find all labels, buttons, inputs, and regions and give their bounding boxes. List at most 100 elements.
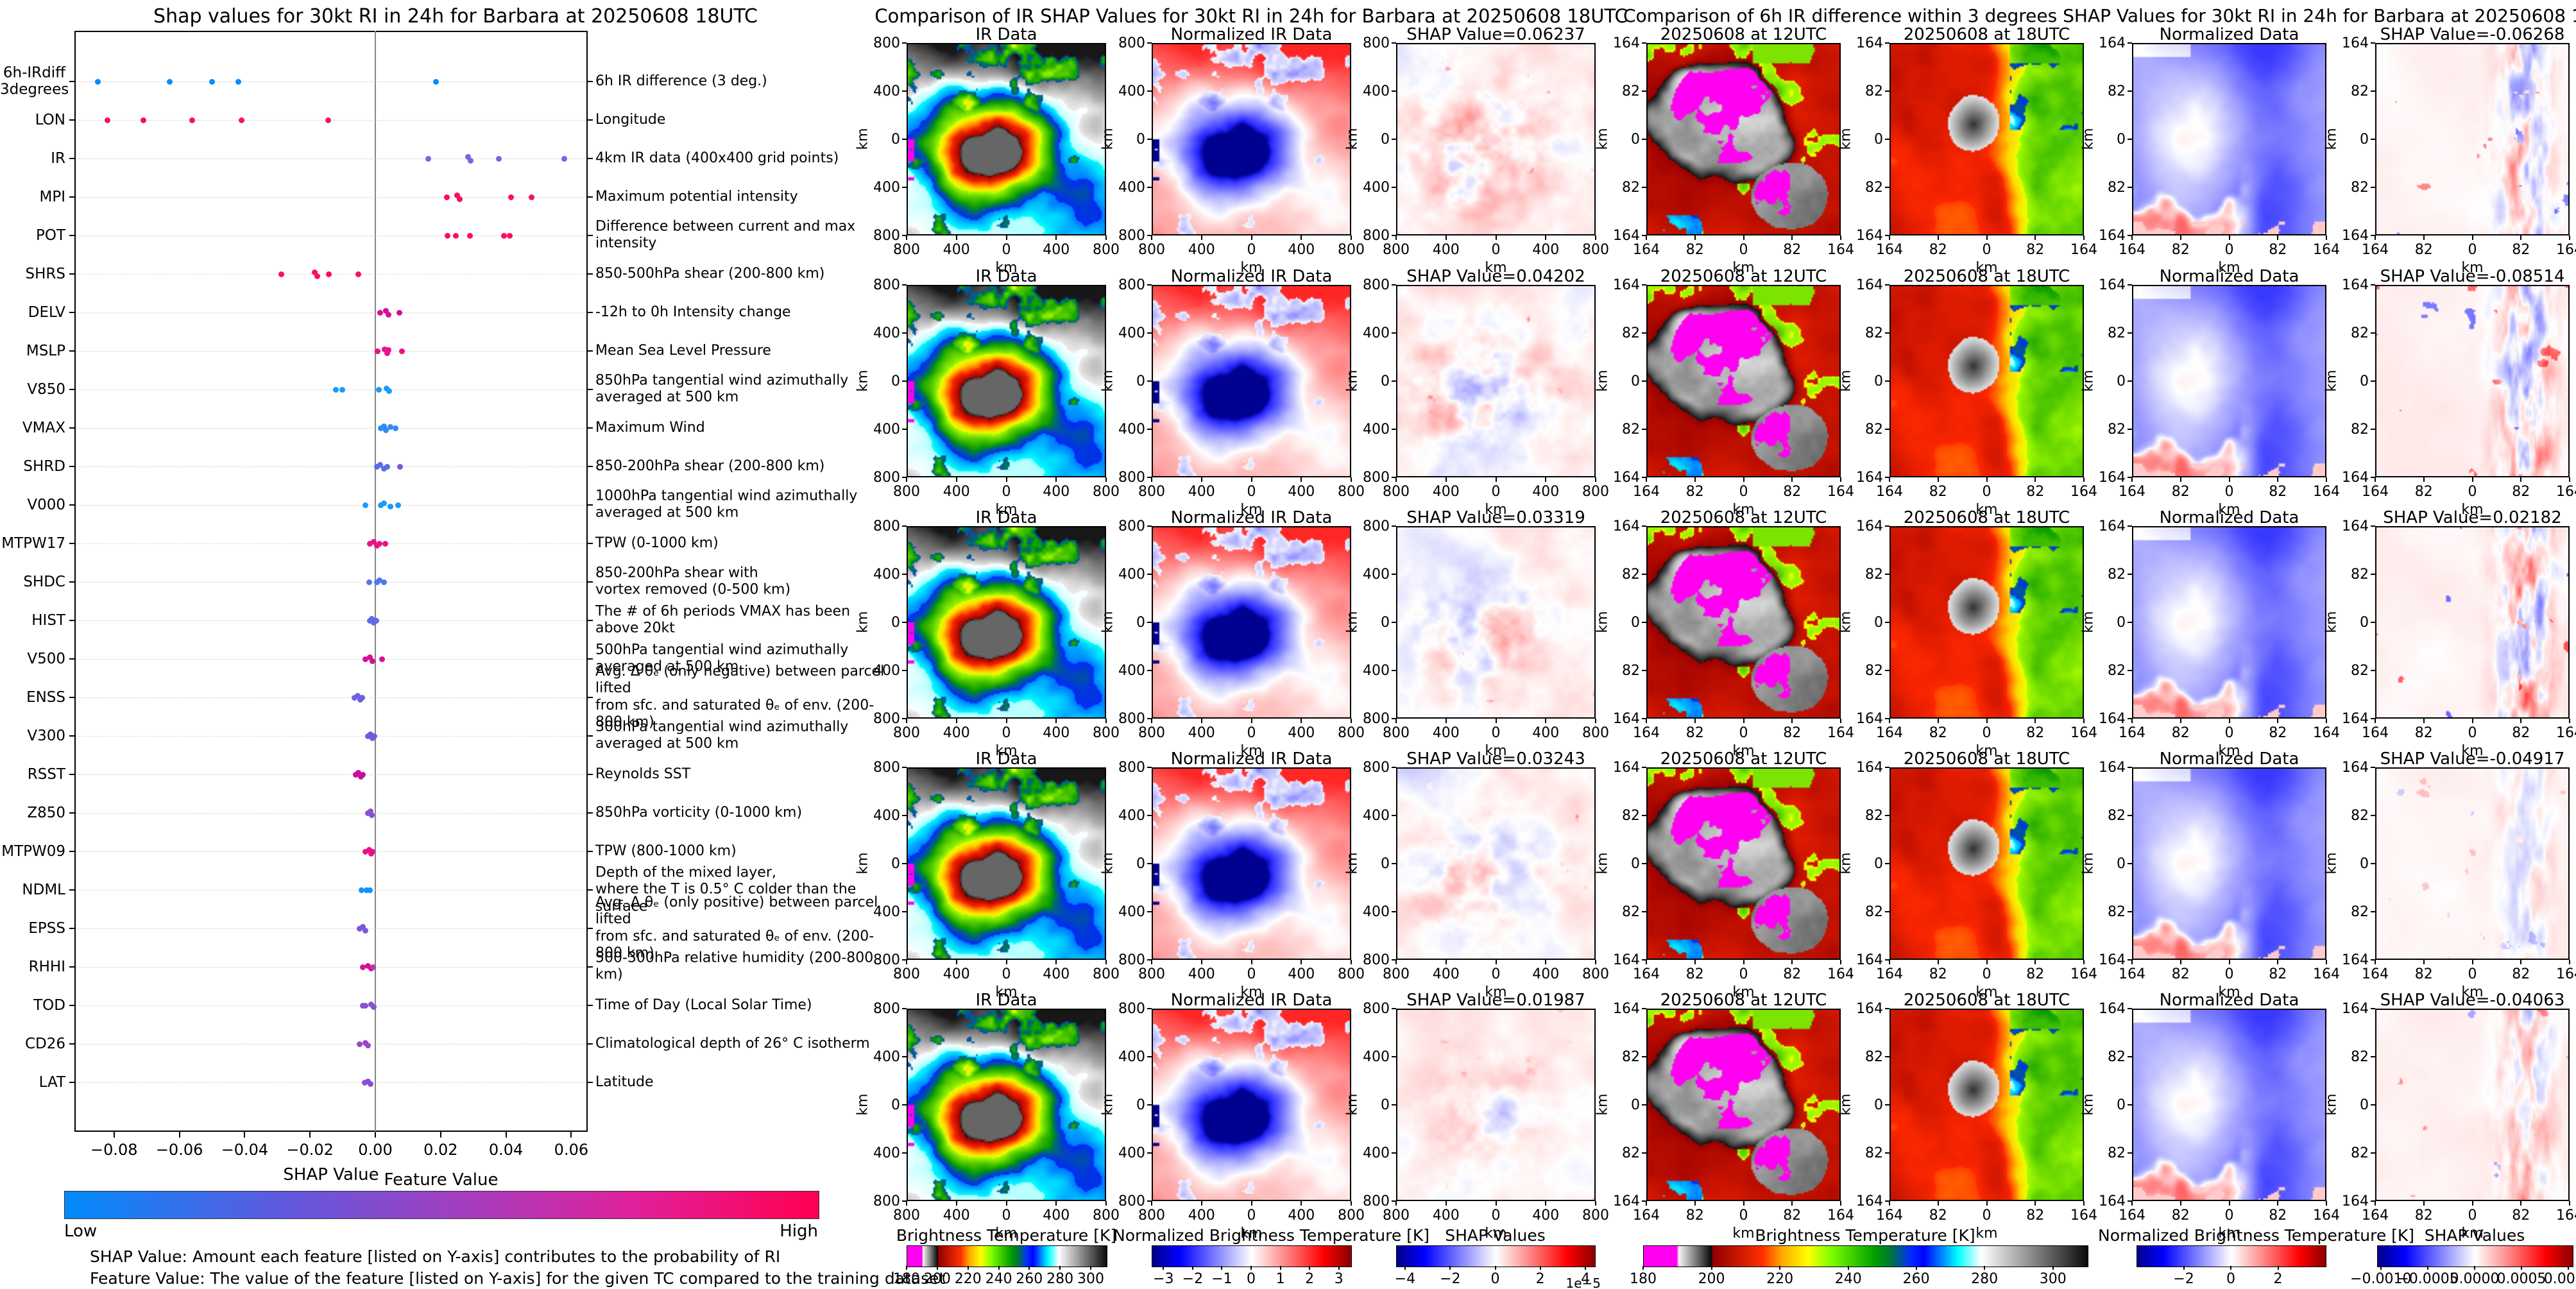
beeswarm-dot bbox=[380, 500, 387, 506]
x-tick-label: 164 bbox=[2119, 1208, 2145, 1224]
row-gridline bbox=[76, 967, 586, 968]
colorbar-tick-mark bbox=[2230, 1266, 2231, 1270]
x-tick-mark bbox=[2569, 719, 2570, 723]
y-tick-mark bbox=[1392, 477, 1396, 478]
y-tick-label: 164 bbox=[2099, 470, 2126, 486]
y-tick-label: 82 bbox=[2108, 904, 2126, 920]
beeswarm-dot bbox=[377, 502, 384, 508]
y-tick-label: 400 bbox=[1363, 422, 1390, 438]
beeswarm-dot bbox=[466, 232, 473, 239]
x-tick-mark bbox=[2569, 1201, 2570, 1206]
x-tick-mark bbox=[2034, 235, 2036, 240]
x-tick-label: 800 bbox=[893, 966, 920, 982]
y-tick-right bbox=[588, 735, 593, 737]
x-tick-label: 82 bbox=[1783, 1208, 1802, 1224]
beeswarm-dot bbox=[388, 503, 394, 509]
feature-code-label: SHRS bbox=[25, 265, 65, 282]
y-tick-mark bbox=[2371, 767, 2375, 768]
y-tick-mark bbox=[902, 1056, 907, 1057]
y-tick-mark bbox=[1642, 429, 1646, 430]
x-tick-label: 0 bbox=[1002, 242, 1011, 258]
y-tick-left bbox=[69, 312, 74, 313]
y-axis-unit: km bbox=[2080, 128, 2097, 150]
x-tick-label: 400 bbox=[1288, 725, 1315, 741]
y-tick-label: 82 bbox=[1865, 1049, 1883, 1065]
beeswarm-dot bbox=[325, 117, 331, 123]
x-tick-mark bbox=[2520, 235, 2522, 240]
y-tick-label: 164 bbox=[1613, 277, 1640, 293]
y-tick-mark bbox=[2128, 187, 2132, 188]
y-tick-label: 164 bbox=[1856, 228, 1883, 244]
colorbar-tick-label: 200 bbox=[923, 1271, 951, 1287]
colorbar-tick-mark bbox=[936, 1266, 938, 1270]
ir-subplot-title: Normalized IR Data bbox=[1170, 267, 1333, 286]
y-tick-mark bbox=[1392, 1200, 1396, 1202]
y-tick-mark bbox=[2371, 187, 2375, 188]
y-tick-mark bbox=[2371, 284, 2375, 286]
y-axis-unit: km bbox=[1100, 611, 1116, 633]
y-tick-right bbox=[588, 966, 593, 968]
y-tick-label: 800 bbox=[1118, 228, 1145, 244]
y-tick-mark bbox=[1642, 959, 1646, 960]
x-tick-mark bbox=[2228, 960, 2230, 964]
row-gridline bbox=[76, 1082, 586, 1083]
x-tick-label: 0.00 bbox=[358, 1141, 393, 1159]
y-tick-label: 164 bbox=[2099, 277, 2126, 293]
y-tick-label: 400 bbox=[1118, 663, 1145, 679]
x-tick-mark bbox=[1351, 235, 1352, 240]
x-axis-unit: km bbox=[1485, 743, 1507, 759]
y-tick-mark bbox=[1147, 1152, 1152, 1154]
x-axis-unit: km bbox=[1240, 260, 1263, 276]
y-tick-mark bbox=[902, 574, 907, 575]
colorbar-tick-mark bbox=[2183, 1266, 2185, 1270]
y-tick-label: 0 bbox=[2117, 132, 2126, 148]
y-tick-mark bbox=[1885, 911, 1889, 912]
feature-code-label: 6h-IRdiff 3degrees bbox=[0, 64, 69, 98]
x-tick-mark bbox=[1395, 235, 1397, 240]
y-tick-left bbox=[69, 889, 74, 891]
x-axis-unit: km bbox=[995, 1225, 1018, 1242]
y-tick-mark bbox=[1642, 718, 1646, 719]
row-gridline bbox=[76, 312, 586, 313]
y-axis-unit: km bbox=[2323, 1093, 2340, 1116]
y-tick-label: 164 bbox=[1856, 518, 1883, 534]
y-tick-label: 0 bbox=[891, 1097, 900, 1113]
y-tick-mark bbox=[2371, 380, 2375, 382]
y-tick-label: 800 bbox=[873, 518, 900, 534]
y-tick-mark bbox=[1392, 622, 1396, 623]
colorbar-tick-mark bbox=[1090, 1266, 1092, 1270]
row-gridline bbox=[76, 890, 586, 891]
x-tick-label: 0.04 bbox=[488, 1141, 524, 1159]
y-tick-label: 82 bbox=[2351, 325, 2369, 341]
irdiff-image-r3c0 bbox=[1648, 769, 1839, 959]
x-tick-label: 0 bbox=[1002, 966, 1011, 982]
x-tick-label: 400 bbox=[1532, 725, 1560, 741]
x-tick-label: 400 bbox=[1288, 966, 1315, 982]
y-tick-label: 800 bbox=[1363, 35, 1390, 51]
x-tick-mark bbox=[1986, 960, 1988, 964]
y-tick-label: 400 bbox=[1363, 83, 1390, 99]
y-tick-label: 0 bbox=[2117, 615, 2126, 631]
beeswarm-dot bbox=[235, 78, 241, 85]
y-tick-label: 82 bbox=[1865, 422, 1883, 438]
ir-subplot-title: IR Data bbox=[975, 508, 1037, 527]
feature-code-label: VMAX bbox=[22, 419, 65, 436]
x-tick-label: 164 bbox=[2362, 242, 2389, 258]
y-tick-mark bbox=[1147, 429, 1152, 430]
x-tick-label: 0 bbox=[1982, 484, 1992, 500]
y-tick-label: 800 bbox=[873, 470, 900, 486]
y-tick-label: 800 bbox=[1363, 1001, 1390, 1017]
colorbar-tick-mark bbox=[1779, 1266, 1781, 1270]
x-tick-label: 82 bbox=[1783, 242, 1802, 258]
y-tick-mark bbox=[902, 718, 907, 719]
irdiff-subplot-title: 20250608 at 12UTC bbox=[1660, 25, 1827, 44]
y-tick-label: 164 bbox=[2099, 35, 2126, 51]
x-tick-label: 164 bbox=[2070, 242, 2097, 258]
x-tick-mark bbox=[2471, 235, 2473, 240]
y-axis-unit: km bbox=[1100, 370, 1116, 392]
feature-code-label: HIST bbox=[31, 611, 65, 629]
ir-image-r3c1 bbox=[1153, 769, 1350, 959]
feature-desc-label: Climatological depth of 26° C isotherm bbox=[595, 1035, 870, 1052]
y-tick-mark bbox=[2128, 90, 2132, 92]
y-tick-mark bbox=[1642, 911, 1646, 912]
